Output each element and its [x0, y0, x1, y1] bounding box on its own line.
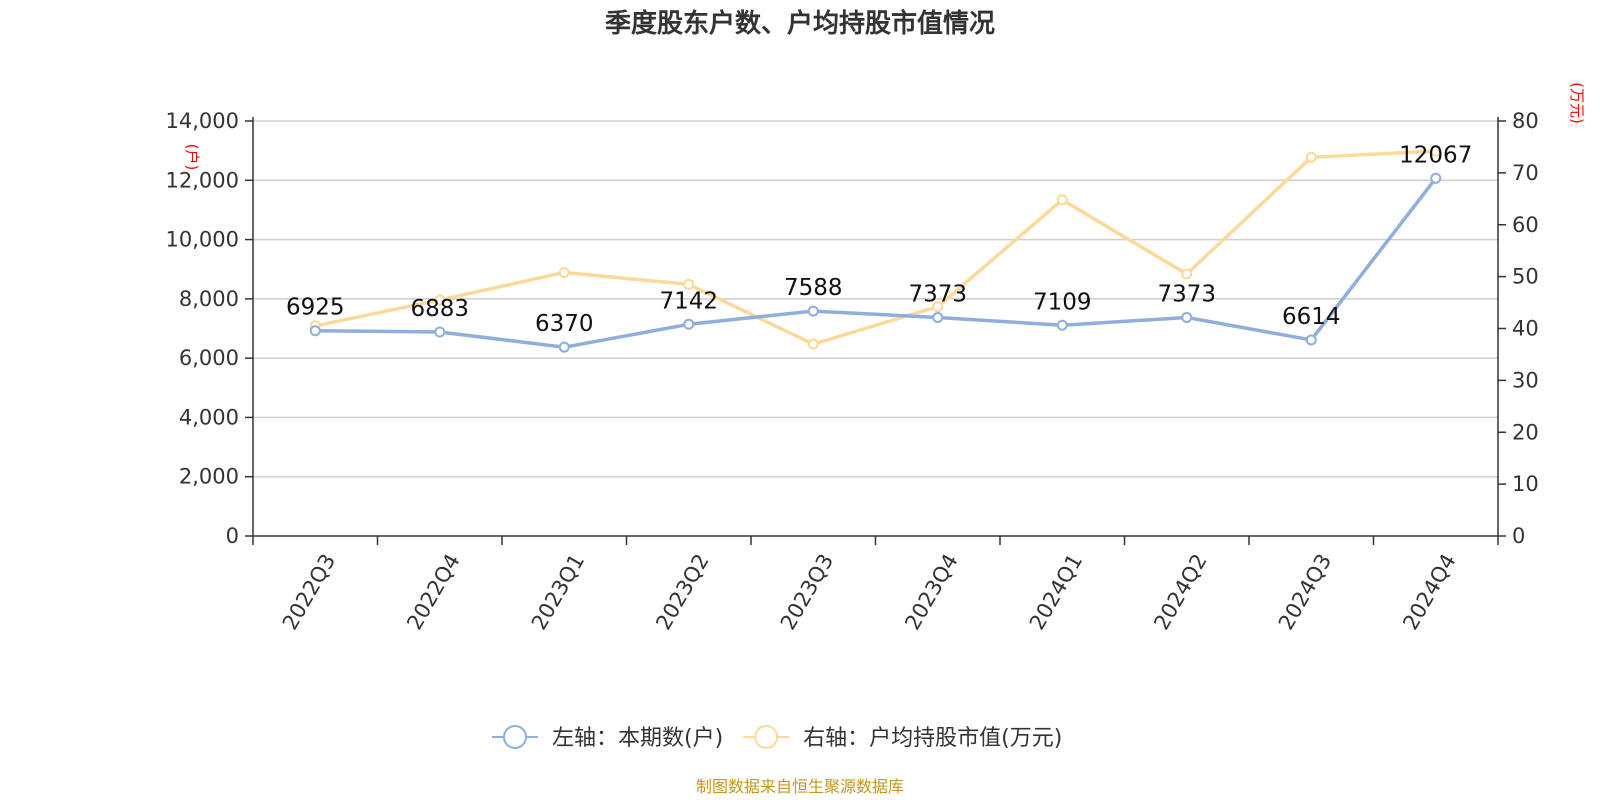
series-line-left — [315, 177, 1438, 349]
chart-title: 季度股东户数、户均持股市值情况 — [605, 8, 995, 39]
data-label: 6883 — [410, 296, 469, 322]
legend-marker — [503, 725, 527, 749]
series-layer — [309, 145, 1442, 353]
legend-label: 左轴：本期数(户) — [552, 726, 723, 751]
x-axis-category-label: 2022Q3 — [278, 550, 340, 634]
x-axis-category-label: 2023Q3 — [776, 550, 838, 634]
data-point-left — [1430, 172, 1442, 184]
legend-label: 右轴：户均持股市值(万元) — [803, 726, 1062, 751]
data-label: 7142 — [659, 288, 718, 314]
x-axis-category-label: 2024Q4 — [1398, 550, 1460, 634]
x-axis-category-label: 2024Q3 — [1274, 550, 1336, 634]
data-point-left — [1305, 334, 1317, 346]
data-label: 6925 — [286, 295, 345, 321]
data-point-left — [932, 311, 944, 323]
data-point-left — [1056, 319, 1068, 331]
left-axis-tick-label: 8,000 — [179, 287, 239, 311]
left-axis-tick-label: 14,000 — [166, 109, 239, 133]
data-label: 12067 — [1399, 142, 1472, 168]
legend: 左轴：本期数(户) 右轴：户均持股市值(万元) — [492, 725, 1062, 751]
left-axis-tick-label: 12,000 — [166, 168, 239, 192]
left-axis-unit: (户) — [183, 144, 201, 171]
data-point-left — [683, 318, 695, 330]
data-point-right — [1056, 194, 1068, 206]
x-axis-category-label: 2023Q4 — [900, 550, 962, 634]
data-point-right — [434, 294, 446, 306]
data-point-left — [434, 326, 446, 338]
right-axis-tick-label: 40 — [1512, 317, 1539, 341]
data-label: 7373 — [1157, 281, 1216, 307]
left-axis-tick-label: 6,000 — [179, 346, 239, 370]
data-point-right — [1181, 268, 1193, 280]
x-axis-category-label: 2023Q1 — [527, 550, 589, 634]
data-point-right — [807, 338, 819, 350]
data-point-right — [1305, 151, 1317, 163]
data-point-left — [807, 305, 819, 317]
left-axis-tick-label: 4,000 — [179, 405, 239, 429]
right-axis-tick-label: 60 — [1512, 213, 1539, 237]
data-label: 7109 — [1033, 289, 1092, 315]
data-labels: 6925 6883 6370 7142 7588 7373 7109 7373 6614 1206… — [286, 142, 1472, 337]
data-label: 6370 — [535, 311, 594, 337]
right-axis-tick-label: 70 — [1512, 161, 1539, 185]
left-axis-tick-label: 2,000 — [179, 465, 239, 489]
data-point-right — [932, 301, 944, 313]
x-axis-category-label: 2023Q2 — [651, 550, 713, 634]
data-label: 6614 — [1282, 304, 1341, 330]
right-axis-tick-label: 50 — [1512, 265, 1539, 289]
data-label: 7373 — [908, 281, 967, 307]
right-axis-tick-label: 10 — [1512, 472, 1539, 496]
series-line-right — [314, 149, 1436, 346]
data-label: 7588 — [784, 275, 843, 301]
axes: 0 2,000 4,000 6,000 8,000 10,000 12,000 14,000 0… — [166, 109, 1539, 634]
left-axis-tick-label: 0 — [226, 524, 239, 548]
data-point-right — [683, 278, 695, 290]
data-point-left — [558, 341, 570, 353]
data-point-left — [309, 325, 321, 337]
right-axis-tick-label: 0 — [1512, 524, 1525, 548]
data-point-right — [558, 266, 570, 278]
data-point-left — [1181, 311, 1193, 323]
source-note: 制图数据来自恒生聚源数据库 — [696, 777, 904, 796]
x-axis-category-label: 2022Q4 — [402, 550, 464, 634]
left-axis-tick-label: 10,000 — [166, 228, 239, 252]
x-axis-category-label: 2024Q1 — [1025, 550, 1087, 634]
right-axis-unit: (万元) — [1568, 82, 1586, 124]
right-axis-tick-label: 80 — [1512, 109, 1539, 133]
grid-lines — [253, 120, 1498, 478]
right-axis-tick-label: 20 — [1512, 420, 1539, 444]
legend-marker — [754, 725, 779, 749]
data-point-right — [1430, 145, 1442, 157]
x-axis-category-label: 2024Q2 — [1149, 550, 1211, 634]
right-axis-tick-label: 30 — [1512, 368, 1539, 392]
